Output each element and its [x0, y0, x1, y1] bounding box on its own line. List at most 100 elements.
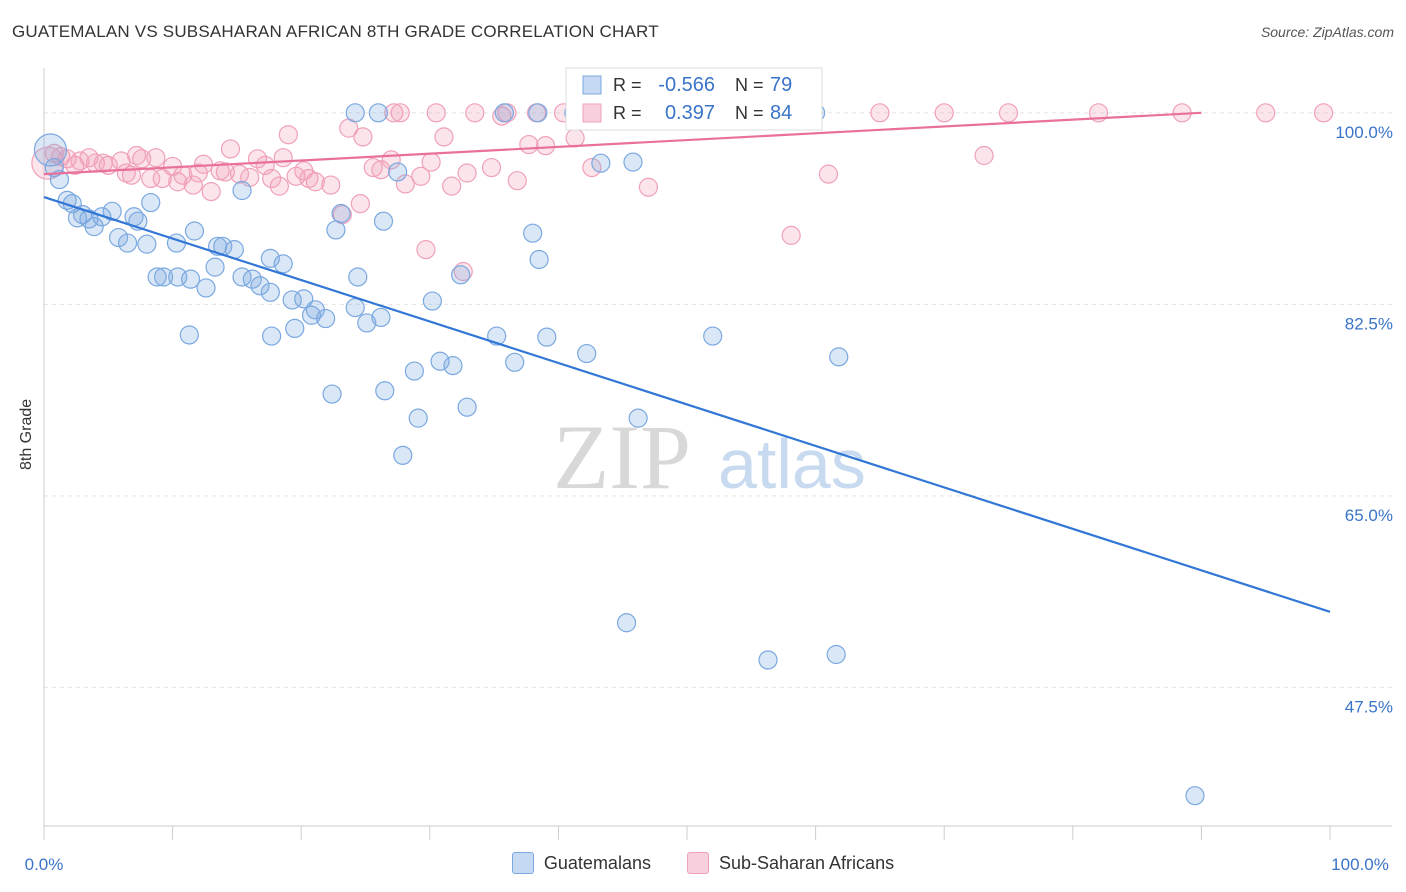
watermark-atlas: atlas [718, 425, 866, 503]
point-guatemalan [153, 267, 174, 287]
point-sub-saharan [442, 176, 462, 196]
point-sub-saharan [411, 166, 431, 186]
point-sub-saharan [565, 128, 585, 148]
point-sub-saharan [321, 175, 341, 195]
point-guatemalan [205, 257, 225, 277]
legend-item-guatemalans[interactable]: Guatemalans [511, 852, 651, 874]
point-guatemalan [523, 223, 543, 243]
point-sub-saharan [183, 175, 203, 195]
point-guatemalan [375, 381, 395, 401]
point-guatemalan [628, 408, 648, 428]
point-guatemalan [331, 203, 351, 224]
point-sub-saharan [934, 103, 954, 123]
point-guatemalan [33, 133, 68, 167]
source-credit: Source: ZipAtlas.com [1260, 24, 1394, 40]
point-guatemalan [181, 269, 201, 289]
series-legend: Guatemalans Sub-Saharan Africans [0, 852, 1406, 874]
trend-line-sub-saharan [43, 111, 1202, 176]
point-sub-saharan [353, 127, 373, 147]
point-sub-saharan [229, 164, 250, 184]
series-guatemalan-points [33, 103, 1205, 806]
point-sub-saharan [519, 134, 539, 155]
legend-label-sub-saharan: Sub-Saharan Africans [718, 852, 895, 873]
point-sub-saharan [781, 225, 801, 245]
point-sub-saharan [220, 139, 241, 159]
point-sub-saharan [168, 172, 188, 192]
y-tick-label: 47.5% [1345, 697, 1393, 716]
point-sub-saharan [132, 149, 152, 169]
point-guatemalan [305, 300, 325, 320]
point-sub-saharan [1256, 103, 1276, 123]
point-sub-saharan [465, 103, 485, 123]
point-sub-saharan [269, 176, 289, 196]
stats-r-label: R = [613, 103, 642, 123]
point-sub-saharan [492, 106, 512, 126]
watermark-zip: ZIP [553, 406, 691, 508]
x-tick-label: 0.0% [25, 855, 64, 874]
stats-r-value: 0.397 [665, 102, 715, 124]
point-sub-saharan [535, 136, 556, 156]
point-guatemalan [537, 327, 557, 347]
point-guatemalan [703, 326, 723, 346]
point-guatemalan [117, 233, 138, 253]
point-guatemalan [147, 267, 167, 287]
stats-r-label: R = [613, 75, 642, 95]
watermark: ZIP atlas [553, 406, 866, 508]
point-sub-saharan [273, 148, 293, 168]
point-guatemalan [250, 276, 270, 296]
stats-r-value: -0.566 [658, 74, 715, 96]
point-sub-saharan [371, 160, 391, 180]
point-guatemalan [373, 211, 394, 231]
point-guatemalan [260, 282, 280, 302]
point-guatemalan [528, 103, 548, 123]
point-sub-saharan [998, 103, 1019, 123]
stats-n-label: N = [735, 75, 764, 95]
stats-swatch [582, 103, 602, 123]
point-guatemalan [232, 180, 252, 201]
point-sub-saharan [390, 103, 410, 123]
point-guatemalan [368, 103, 388, 123]
point-guatemalan [179, 325, 199, 345]
trend-lines [43, 111, 1331, 613]
point-guatemalan [141, 192, 161, 213]
legend-label-guatemalans: Guatemalans [543, 852, 651, 873]
point-guatemalan [345, 103, 365, 123]
point-guatemalan [829, 347, 849, 367]
point-sub-saharan [870, 103, 890, 123]
chart-title: GUATEMALAN VS SUBSAHARAN AFRICAN 8TH GRA… [12, 22, 659, 41]
point-guatemalan [408, 408, 428, 428]
point-sub-saharan [457, 163, 477, 183]
point-sub-saharan [434, 127, 454, 147]
point-sub-saharan [974, 145, 994, 166]
axes [43, 68, 1392, 840]
point-sub-saharan [201, 182, 221, 202]
x-tick-label: 100.0% [1331, 855, 1389, 874]
tick-labels: 47.5% 65.0% 82.5% 100.0% 0.0% 100.0% [25, 123, 1393, 874]
point-sub-saharan [262, 168, 282, 189]
legend-item-sub-saharan[interactable]: Sub-Saharan Africans [686, 852, 895, 874]
point-guatemalan [758, 650, 778, 670]
point-guatemalan [404, 361, 424, 381]
stats-legend: R = -0.566 N = 79 R = 0.397 N = 84 [565, 67, 823, 131]
stats-swatch [582, 75, 602, 95]
stats-legend-box [565, 67, 823, 131]
point-guatemalan [322, 384, 342, 404]
point-sub-saharan [395, 174, 415, 194]
legend-swatch-pink [686, 852, 709, 874]
gridlines [44, 112, 1392, 688]
point-guatemalan [529, 249, 549, 270]
point-guatemalan [262, 326, 282, 346]
point-guatemalan [577, 343, 597, 364]
point-guatemalan [623, 152, 643, 172]
point-sub-saharan [215, 162, 235, 182]
point-guatemalan [393, 445, 413, 465]
point-guatemalan [457, 397, 477, 417]
point-sub-saharan [421, 152, 441, 172]
point-sub-saharan [305, 172, 325, 192]
point-guatemalan [348, 267, 368, 287]
y-tick-label: 82.5% [1345, 314, 1393, 333]
point-guatemalan [1185, 786, 1205, 806]
point-sub-saharan [146, 148, 166, 168]
point-guatemalan [591, 153, 611, 173]
stats-n-value: 79 [770, 74, 792, 96]
